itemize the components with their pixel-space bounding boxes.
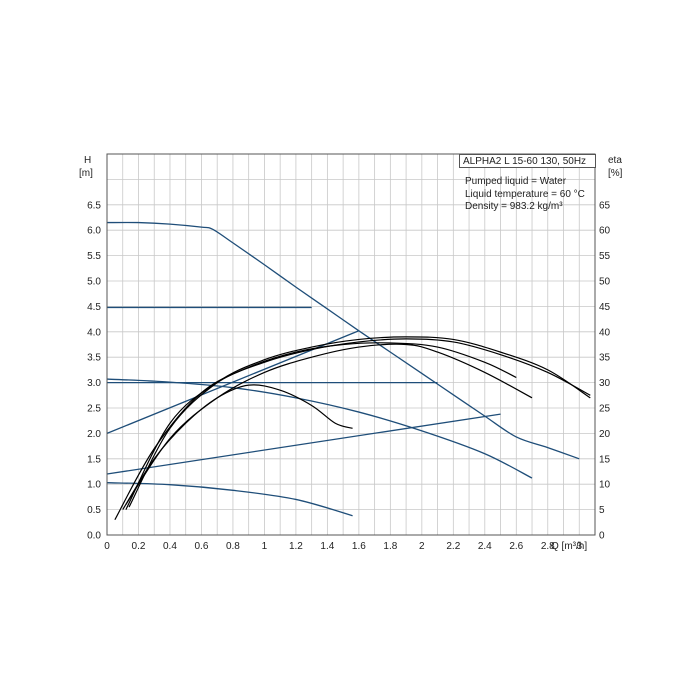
y-left-tick-label: 2.5 [87,404,101,415]
x-tick-label: 0 [104,541,110,552]
head-curve [106,378,533,479]
note-density: Density = 983.2 kg/m³ [465,201,563,212]
y-right-tick-label: 15 [599,454,611,465]
y-left-tick-label: 6.0 [87,226,101,237]
control-curve [106,413,501,475]
y-right-tick-label: 65 [599,200,611,211]
y-left-tick-label: 5.0 [87,277,101,288]
efficiency-curve [125,343,533,505]
y-left-tick-label: 3.5 [87,353,101,364]
x-tick-label: 0.4 [163,541,177,552]
chart-title-box: ALPHA2 L 15-60 130, 50Hz [459,154,596,168]
note-pumped-liquid: Pumped liquid = Water [465,176,567,187]
y-left-tick-label: 2.0 [87,429,101,440]
y-left-axis-unit: [m] [79,168,93,179]
y-left-tick-label: 6.5 [87,200,101,211]
efficiency-curve [128,336,591,508]
x-tick-label: 2 [419,541,425,552]
y-right-tick-labels: 0 5 10 15 20 25 30 35 40 45 50 55 60 65 [599,200,611,541]
y-right-tick-label: 40 [599,327,611,338]
y-left-tick-label: 4.0 [87,327,101,338]
x-tick-label: 1.8 [383,541,397,552]
y-left-tick-label: 1.5 [87,454,101,465]
liquid-notes: Pumped liquid = Water Liquid temperature… [465,176,585,214]
y-left-tick-label: 5.5 [87,251,101,262]
y-right-tick-label: 60 [599,226,611,237]
x-tick-label: 1.6 [352,541,366,552]
x-tick-label: 2.6 [509,541,523,552]
y-right-tick-label: 45 [599,302,611,313]
head-curve [106,221,580,460]
y-right-tick-label: 35 [599,353,611,364]
x-tick-label: 2.2 [446,541,460,552]
y-right-tick-label: 20 [599,429,611,440]
x-tick-labels: 0 0.2 0.4 0.6 0.8 1 1.2 1.4 1.6 1.8 2 2.2 2.4 2.6 2.8 3 [104,541,582,552]
x-axis-label: Q [m³/h] [551,541,587,552]
y-left-axis-label: H [84,155,91,166]
efficiency-curve [114,342,517,521]
y-right-tick-label: 0 [599,531,605,542]
y-left-tick-label: 4.5 [87,302,101,313]
x-tick-label: 0.6 [194,541,208,552]
y-right-axis-unit: [%] [608,168,623,179]
y-right-tick-label: 55 [599,251,611,262]
y-right-axis-label: eta [608,155,622,166]
x-tick-label: 0.2 [132,541,146,552]
y-left-tick-label: 1.0 [87,480,101,491]
note-liquid-temperature: Liquid temperature = 60 °C [465,188,585,200]
x-tick-label: 2.4 [478,541,492,552]
head-curve [106,482,353,517]
y-left-tick-labels: 0.0 0.5 1.0 1.5 2.0 2.5 3.0 3.5 4.0 4.5 5.0 5.5 6.0 6… [87,200,101,541]
y-right-tick-label: 50 [599,277,611,288]
x-tick-label: 1 [262,541,268,552]
y-right-tick-label: 25 [599,404,611,415]
x-tick-label: 1.2 [289,541,303,552]
plot-frame [106,153,596,536]
y-right-tick-label: 5 [599,505,605,516]
y-right-tick-label: 30 [599,378,611,389]
x-tick-label: 2.8 [541,541,555,552]
x-tick-label: 3 [576,541,582,552]
y-left-tick-label: 0.5 [87,505,101,516]
x-tick-label: 0.8 [226,541,240,552]
y-left-tick-label: 0.0 [87,531,101,542]
x-tick-label: 1.4 [320,541,334,552]
efficiency-curve [125,338,591,510]
curves [106,221,591,521]
y-right-tick-label: 10 [599,480,611,491]
y-left-tick-label: 3.0 [87,378,101,389]
